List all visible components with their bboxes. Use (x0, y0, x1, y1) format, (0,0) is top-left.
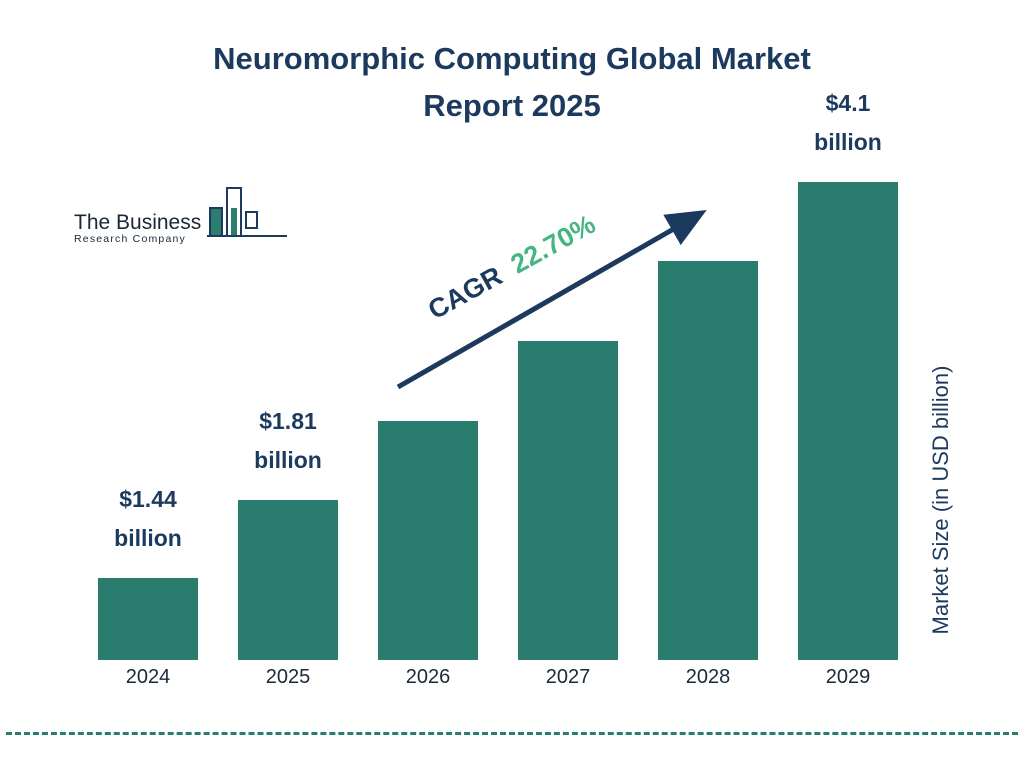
x-tick-2027: 2027 (545, 666, 591, 688)
chart-title-line1: Neuromorphic Computing Global Market (213, 41, 811, 76)
x-tick-2029: 2029 (825, 666, 871, 688)
value-label-2029: $4.1 billion (814, 89, 882, 155)
y-axis-label: Market Size (in USD billion) (928, 365, 953, 635)
chart-title: Neuromorphic Computing Global Market Rep… (0, 36, 1024, 129)
bar-2028 (658, 261, 758, 660)
chart-title-line2: Report 2025 (423, 87, 601, 123)
bar-2026 (378, 421, 478, 660)
bar-2029 (798, 182, 898, 660)
bar-2025 (238, 500, 338, 660)
company-logo: The Business Research Company (74, 182, 291, 246)
value-label-2024: $1.44 billion (114, 485, 182, 551)
bar-2027 (518, 341, 618, 660)
bottom-dashed-divider (6, 732, 1018, 735)
company-logo-text: The Business Research Company (74, 211, 201, 246)
cagr-trend-arrow (396, 210, 707, 390)
bar-2024 (98, 578, 198, 660)
x-tick-2026: 2026 (405, 666, 451, 688)
x-tick-2025: 2025 (265, 666, 311, 688)
x-tick-2028: 2028 (685, 666, 731, 688)
x-tick-2024: 2024 (125, 666, 171, 688)
bar-chart-logo-icon (207, 187, 288, 237)
logo-name-line2: Research Company (74, 233, 186, 246)
logo-name-line1: The Business (74, 211, 202, 235)
value-label-2025: $1.81 billion (254, 407, 322, 473)
